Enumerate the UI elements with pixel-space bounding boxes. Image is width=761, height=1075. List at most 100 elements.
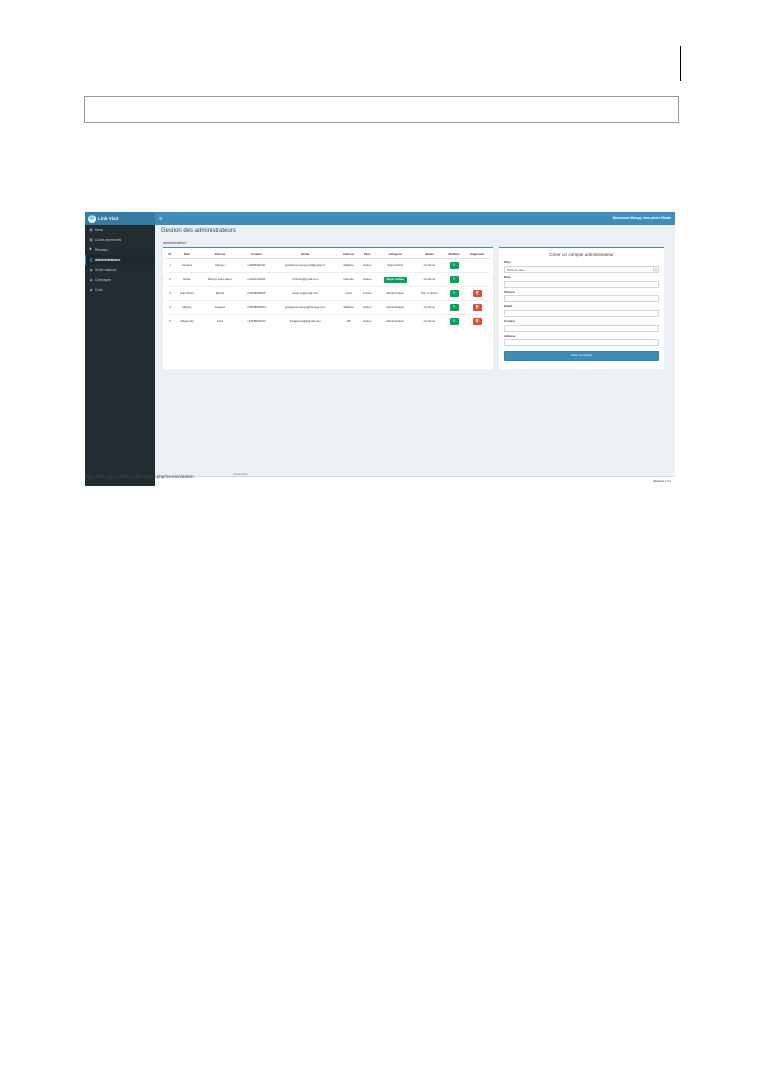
status-badge: Super Admin	[383, 276, 407, 284]
email-input[interactable]	[504, 309, 659, 317]
table-row: 3 Jean-Pierre Marcel +33638638198 warex.…	[166, 286, 490, 301]
sidebar-item-codes[interactable]: ▤ Codes répertoriés	[85, 235, 155, 245]
user-icon: 👤	[89, 257, 94, 262]
tag-icon: ◈	[89, 267, 93, 272]
create-admin-panel: Créer un compte administrateur Pays Burk…	[499, 246, 664, 369]
cell-num: 1	[166, 258, 175, 273]
nom-input[interactable]	[504, 280, 659, 288]
sidebar-item-label: Menu	[95, 227, 104, 232]
cell-pays: Gabon	[358, 258, 376, 273]
cell-prenom: Fred	[199, 314, 241, 329]
cell-modifier: ✎	[443, 286, 465, 301]
page-vertical-rule	[680, 46, 681, 81]
sidebar-item-campagne[interactable]: ◈ Campagne	[85, 275, 155, 285]
cell-supprimer: 🗑	[464, 286, 490, 301]
cell-adresse: Caml	[338, 286, 359, 301]
sidebar-item-vente-visiteurs[interactable]: ◈ Vente visiteurs	[85, 265, 155, 275]
chart-icon: ▘	[89, 247, 93, 252]
dashboard-icon: ▤	[89, 227, 93, 232]
cell-supprimer	[464, 258, 490, 273]
brand-area[interactable]: 🌐 Link Visit	[85, 212, 155, 225]
pencil-icon[interactable]: ✎	[449, 290, 459, 298]
table-row: 1 Jacques Mampy +33684664441 jeanpierrem…	[166, 258, 490, 273]
chevron-down-icon[interactable]: ▾	[653, 266, 659, 274]
sidebar-item-administrateurs[interactable]: 👤 Administrateurs	[85, 255, 155, 265]
col-adresse: Adresse	[338, 250, 359, 260]
cell-prenom: Jacques	[199, 300, 241, 315]
cell-nom: Jean-Pierre	[174, 286, 200, 301]
cell-statut: Confirmé	[414, 258, 444, 273]
table-header-row: N° Nom Prénom Contact Email Adresse Pays…	[166, 250, 490, 260]
content-area: Gestion des administrateurs administrate…	[155, 225, 675, 486]
cell-pays: Gabon	[358, 300, 376, 315]
sidebar-item-reseaux[interactable]: ▘ Réseaux	[85, 245, 155, 255]
contact-label: Contact	[504, 318, 515, 323]
app-navbar: 🌐 Link Visit ☰ Bienvenue Mampy Jean-pier…	[85, 212, 675, 225]
cell-email: jeanpierremampy.rival@yahoo.fr	[272, 258, 339, 273]
pencil-icon[interactable]: ✎	[449, 304, 459, 312]
cell-adresse: Sablière	[338, 258, 359, 273]
nom-label: Nom	[504, 275, 511, 280]
cell-adresse: Sablière	[338, 300, 359, 315]
cell-categorie: Administrateur	[375, 300, 415, 315]
adresse-input[interactable]	[504, 339, 659, 347]
cell-supprimer: 🗑	[464, 314, 490, 329]
hamburger-icon[interactable]: ☰	[159, 215, 163, 221]
pencil-icon[interactable]: ✎	[449, 276, 459, 284]
empty-form-box	[84, 96, 679, 123]
col-pays: Pays	[358, 250, 376, 260]
create-account-button[interactable]: Créer le compte	[504, 351, 659, 361]
sidebar-item-menu[interactable]: ▤ Menu	[85, 225, 155, 235]
cell-statut: Confirmé	[414, 272, 444, 287]
sidebar-item-label: Réseaux	[95, 247, 109, 252]
trash-icon[interactable]: 🗑	[472, 290, 482, 298]
field-email: Email	[504, 305, 659, 317]
sidebar-item-label: Campagne	[95, 277, 112, 282]
cell-contact: +33684664441	[240, 258, 273, 273]
col-contact: Contact	[240, 250, 273, 260]
cell-categorie: Administrateur	[375, 286, 415, 301]
panels-row: N° Nom Prénom Contact Email Adresse Pays…	[155, 245, 675, 369]
col-nom: Nom	[174, 250, 200, 260]
pays-select-wrap[interactable]: Burkina Faso ▾	[504, 266, 659, 274]
cell-categorie: Super Admin	[375, 258, 415, 273]
trash-icon[interactable]: 🗑	[472, 318, 482, 326]
cell-modifier: ✎	[443, 272, 465, 287]
trash-icon[interactable]: 🗑	[472, 304, 482, 312]
cell-email: fredgaoundji@gmail.com	[272, 314, 339, 329]
cell-num: 2	[166, 272, 175, 287]
pays-label: Pays	[504, 260, 511, 265]
cell-prenom: Mampy Jean-pierre	[199, 272, 241, 287]
prenom-input[interactable]	[504, 295, 659, 303]
contact-input[interactable]	[504, 324, 659, 332]
admins-table: N° Nom Prénom Contact Email Adresse Pays…	[166, 250, 490, 329]
cell-contact: +33638631133	[240, 314, 273, 329]
cell-supprimer	[464, 272, 490, 287]
table-row: 5 Magoundji Fred +33638631133 fredgaound…	[166, 314, 490, 329]
welcome-message: Bienvenue Mampy Jean-pierre Rivals	[612, 216, 671, 221]
cell-email: nzoko04@gmail.com	[272, 272, 339, 287]
col-categorie: Catégorie	[375, 250, 415, 260]
sidebar-item-label: Codes répertoriés	[95, 237, 122, 242]
app-footer: Version 1.0.0	[155, 476, 675, 486]
pencil-icon[interactable]: ✎	[449, 318, 459, 326]
cell-contact: +33638639514	[240, 300, 273, 315]
sidebar-item-label: Vente visiteurs	[95, 267, 117, 272]
cell-nom: Jacques	[174, 258, 200, 273]
col-num: N°	[166, 250, 175, 260]
sidebar-item-code[interactable]: ◈ Code	[85, 285, 155, 295]
brand-text: Link Visit	[98, 215, 119, 221]
status-note: screenshot	[233, 472, 248, 476]
pencil-icon[interactable]: ✎	[449, 262, 459, 270]
cell-pays: Gabon	[358, 272, 376, 287]
email-label: Email	[504, 304, 512, 309]
adresse-label: Adresse	[504, 333, 516, 338]
list-icon: ▤	[89, 237, 93, 242]
content-header: Gestion des administrateurs	[155, 225, 675, 238]
field-contact: Contact	[504, 318, 659, 332]
cell-pays: France	[358, 286, 376, 301]
sidebar-item-label: Administrateurs	[95, 257, 121, 262]
col-modifier: Modifier	[443, 250, 465, 260]
pays-select[interactable]: Burkina Faso	[504, 266, 659, 274]
cell-modifier: ✎	[443, 314, 465, 329]
